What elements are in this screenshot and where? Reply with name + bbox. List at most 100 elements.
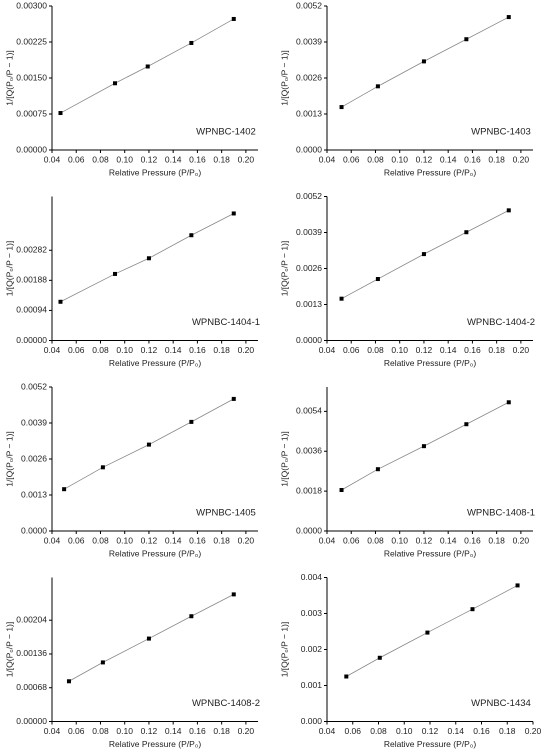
x-tick-label: 0.16 — [464, 154, 481, 164]
y-tick-label: 0.0052 — [296, 0, 322, 10]
y-tick-label: 0.00188 — [16, 275, 47, 285]
data-point — [421, 444, 426, 449]
x-axis-label: Relative Pressure (P/P₀) — [384, 548, 477, 558]
x-tick-label: 0.16 — [189, 154, 206, 164]
x-tick-label: 0.12 — [416, 345, 433, 355]
y-tick-label: 0.000 — [301, 716, 323, 726]
x-tick-label: 0.10 — [116, 345, 133, 355]
x-tick-label: 0.14 — [165, 726, 182, 736]
data-point — [506, 208, 511, 213]
x-tick-label: 0.14 — [165, 345, 182, 355]
y-tick-label: 0.002 — [301, 644, 323, 654]
y-tick-label: 0.003 — [301, 608, 323, 618]
data-point — [470, 607, 475, 612]
x-tick-label: 0.20 — [513, 345, 530, 355]
y-tick-label: 0.00068 — [16, 682, 47, 692]
x-tick-label: 0.20 — [238, 154, 255, 164]
x-tick-label: 0.08 — [367, 535, 384, 545]
data-point — [100, 465, 105, 470]
x-tick-label: 0.12 — [416, 535, 433, 545]
x-tick-label: 0.20 — [238, 345, 255, 355]
data-point — [515, 583, 520, 588]
x-tick-label: 0.06 — [68, 154, 85, 164]
y-tick-label: 0.00225 — [16, 36, 47, 46]
x-tick-label: 0.16 — [189, 726, 206, 736]
x-tick-label: 0.10 — [396, 726, 413, 736]
data-point — [113, 271, 118, 276]
y-tick-label: 0.001 — [301, 680, 323, 690]
x-tick-label: 0.18 — [488, 535, 505, 545]
data-point — [421, 59, 426, 64]
x-tick-label: 0.10 — [391, 154, 408, 164]
x-tick-label: 0.20 — [513, 535, 530, 545]
sample-label: WPNBC-1405 — [196, 508, 256, 519]
x-tick-label: 0.10 — [116, 154, 133, 164]
data-point — [464, 230, 469, 235]
x-tick-label: 0.08 — [92, 535, 109, 545]
y-tick-label: 0.00282 — [16, 245, 47, 255]
data-point — [146, 256, 151, 261]
y-tick-label: 0.0026 — [296, 263, 322, 273]
x-tick-label: 0.20 — [525, 726, 542, 736]
data-point — [146, 442, 151, 447]
x-axis-label: Relative Pressure (P/P₀) — [384, 167, 477, 177]
x-tick-label: 0.14 — [440, 154, 457, 164]
x-axis-label: Relative Pressure (P/P₀) — [109, 167, 202, 177]
y-tick-label: 0.0036 — [296, 445, 322, 455]
data-point — [339, 296, 344, 301]
data-point — [145, 64, 150, 69]
data-point — [231, 211, 236, 216]
x-tick-label: 0.08 — [92, 345, 109, 355]
x-tick-label: 0.06 — [343, 154, 360, 164]
x-tick-label: 0.10 — [391, 345, 408, 355]
y-tick-label: 0.0052 — [21, 381, 47, 391]
data-point — [62, 487, 67, 492]
y-tick-label: 0.00075 — [16, 108, 47, 118]
x-tick-label: 0.16 — [464, 535, 481, 545]
x-tick-label: 0.16 — [189, 535, 206, 545]
x-tick-label: 0.06 — [343, 345, 360, 355]
x-tick-label: 0.14 — [440, 345, 457, 355]
y-tick-label: 0.0013 — [21, 489, 47, 499]
data-point — [146, 636, 151, 641]
x-tick-label: 0.08 — [367, 154, 384, 164]
x-axis-label: Relative Pressure (P/P₀) — [384, 358, 477, 368]
x-tick-label: 0.04 — [319, 726, 336, 736]
x-tick-label: 0.16 — [464, 345, 481, 355]
x-tick-label: 0.08 — [367, 345, 384, 355]
data-point — [375, 467, 380, 472]
fit-line — [346, 585, 518, 677]
y-tick-label: 0.0026 — [21, 453, 47, 463]
x-tick-label: 0.06 — [343, 535, 360, 545]
y-tick-label: 0.0000 — [296, 525, 322, 535]
y-tick-label: 0.00000 — [16, 716, 47, 726]
y-axis-label: 1/[Q(P₀/P − 1)] — [4, 50, 14, 106]
x-tick-label: 0.12 — [141, 535, 158, 545]
y-tick-label: 0.00150 — [16, 72, 47, 82]
data-point — [375, 84, 380, 89]
data-point — [189, 614, 194, 619]
x-tick-label: 0.08 — [92, 154, 109, 164]
x-tick-label: 0.10 — [116, 726, 133, 736]
data-point — [58, 111, 63, 116]
x-tick-label: 0.12 — [422, 726, 439, 736]
x-tick-label: 0.12 — [416, 154, 433, 164]
x-tick-label: 0.06 — [68, 535, 85, 545]
x-tick-label: 0.06 — [68, 726, 85, 736]
x-tick-label: 0.18 — [213, 154, 230, 164]
data-point — [506, 400, 511, 405]
sample-label: WPNBC-1404-1 — [192, 317, 260, 328]
data-point — [375, 277, 380, 282]
data-point — [189, 233, 194, 238]
sample-label: WPNBC-1403 — [471, 127, 531, 138]
data-point — [339, 105, 344, 110]
y-tick-label: 0.0000 — [296, 144, 322, 154]
x-tick-label: 0.04 — [44, 535, 61, 545]
x-tick-label: 0.10 — [116, 535, 133, 545]
y-axis-label: 1/[Q(P₀/P − 1)] — [4, 622, 14, 678]
y-tick-label: 0.0052 — [296, 191, 322, 201]
data-point — [231, 396, 236, 401]
y-axis-label: 1/[Q(P₀/P − 1)] — [4, 431, 14, 487]
x-tick-label: 0.20 — [238, 726, 255, 736]
